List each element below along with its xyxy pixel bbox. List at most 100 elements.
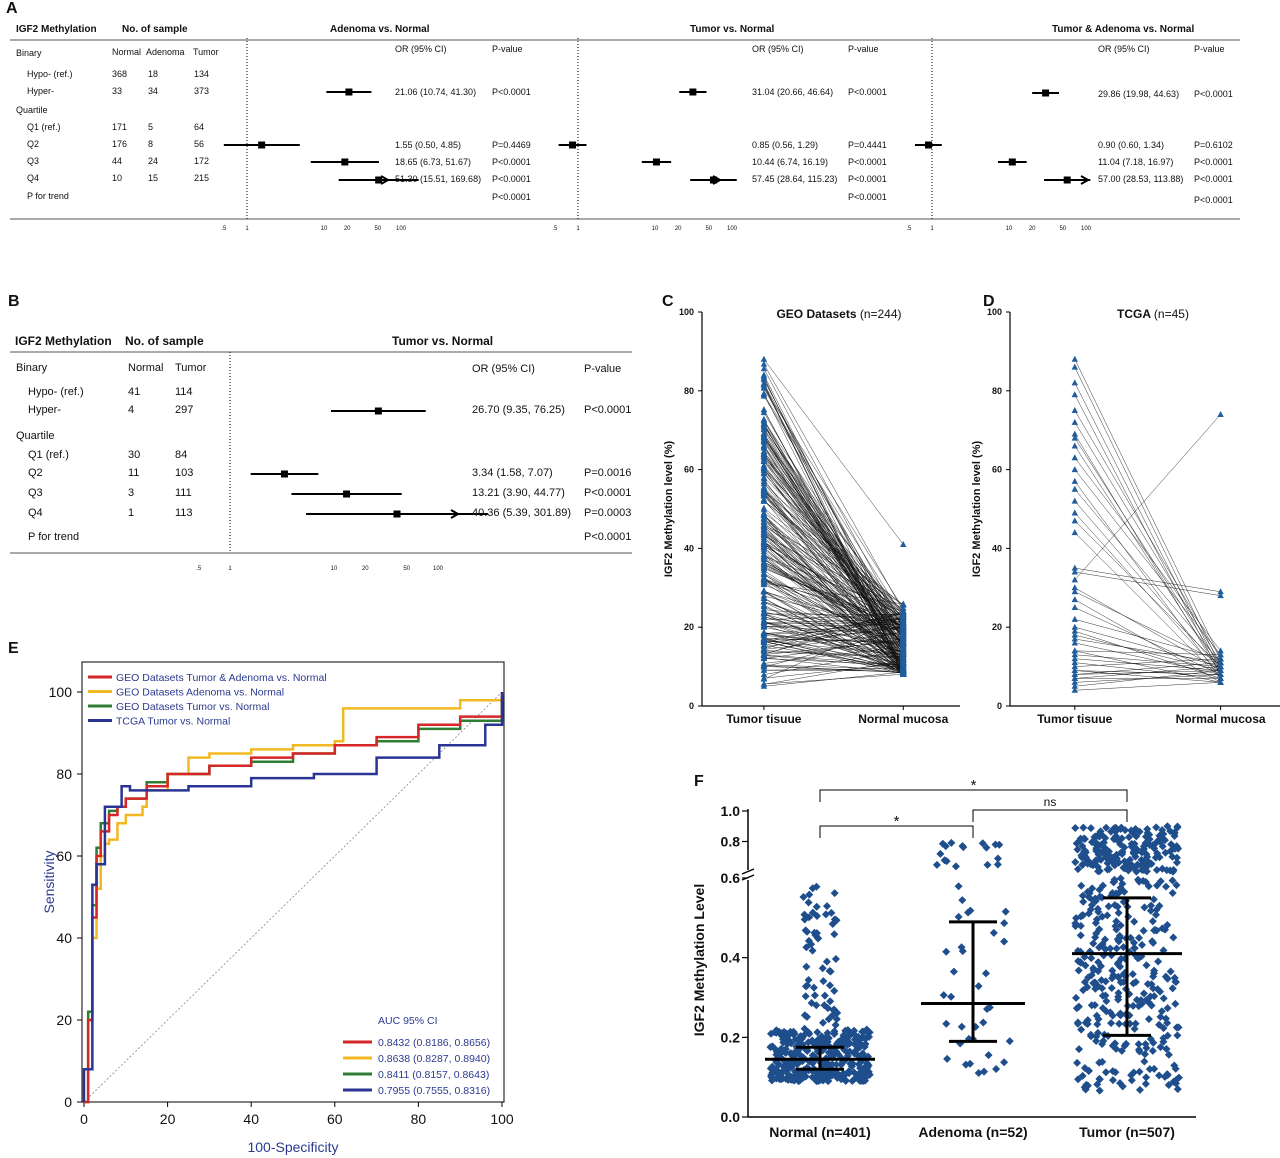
data-point bbox=[1140, 1050, 1149, 1059]
tumor-point bbox=[760, 623, 768, 630]
data-point bbox=[1112, 917, 1121, 926]
data-point bbox=[1173, 1031, 1182, 1040]
pair-line bbox=[763, 621, 904, 671]
data-point bbox=[1072, 839, 1081, 848]
data-point bbox=[979, 1018, 988, 1027]
panel-b-forest-row-or-marker bbox=[343, 490, 351, 498]
data-point bbox=[1107, 1019, 1116, 1028]
pair-line bbox=[763, 638, 904, 643]
pair-line bbox=[763, 597, 904, 674]
normal-point bbox=[1217, 663, 1224, 670]
tumor-point bbox=[1071, 477, 1078, 484]
data-point bbox=[991, 840, 1000, 849]
panel-a-axis-tick-label: 20 bbox=[675, 226, 682, 232]
pair-line bbox=[763, 539, 904, 633]
data-point bbox=[790, 1029, 799, 1038]
tumor-point bbox=[1071, 584, 1078, 591]
data-point bbox=[947, 992, 956, 1001]
tumor-point bbox=[760, 520, 768, 527]
data-point bbox=[1118, 847, 1127, 856]
auc-legend-value: 0.8411 (0.8157, 0.8643) bbox=[378, 1069, 489, 1081]
data-point bbox=[1078, 891, 1087, 900]
panel-a-cell-tumor: 215 bbox=[194, 173, 210, 183]
data-point bbox=[993, 860, 1002, 869]
pair-line bbox=[763, 453, 904, 632]
data-point bbox=[1131, 1019, 1140, 1028]
data-point bbox=[799, 1073, 808, 1082]
pair-line bbox=[763, 555, 904, 613]
y-tick-label: 40 bbox=[56, 930, 72, 946]
data-point bbox=[773, 1050, 782, 1059]
data-point bbox=[1170, 844, 1179, 853]
panel-a-head-methylation: IGF2 Methylation bbox=[16, 24, 97, 35]
panel-b-cell-normal: 3 bbox=[128, 487, 135, 499]
data-point bbox=[1131, 824, 1140, 833]
panel-a-cell-tumor: 64 bbox=[194, 122, 205, 132]
chart-title-note: (n=244) bbox=[860, 307, 902, 321]
data-point bbox=[1116, 921, 1125, 930]
data-point bbox=[1130, 839, 1139, 848]
panel-a-row-label: Binary bbox=[16, 48, 42, 58]
legend-label: GEO Datasets Tumor vs. Normal bbox=[116, 701, 269, 713]
panel-a-cell-or-ci: 31.04 (20.66, 46.64) bbox=[752, 87, 834, 97]
panel-a-forest-row-or-marker bbox=[1042, 89, 1050, 97]
normal-point bbox=[900, 540, 907, 547]
panel-b-axis-tick-label: 1 bbox=[228, 566, 232, 572]
panel-a-col-or-ci: OR (95% CI) bbox=[395, 44, 447, 54]
panel-a-cell-pvalue: P<0.0001 bbox=[492, 174, 531, 184]
data-point bbox=[1073, 1018, 1082, 1027]
panel-b-axis-tick-label: 10 bbox=[331, 566, 338, 572]
panel-a-axis-tick-label: 1 bbox=[930, 226, 934, 232]
pair-line bbox=[763, 641, 904, 674]
data-point bbox=[1076, 958, 1085, 967]
y-tick-label: 0.2 bbox=[721, 1029, 741, 1045]
panel-a-cell-adenoma: 5 bbox=[148, 122, 154, 132]
tumor-point bbox=[760, 489, 768, 496]
data-point bbox=[796, 1032, 805, 1041]
panel-a-cell-pvalue: P<0.0001 bbox=[848, 87, 887, 97]
data-point bbox=[1156, 831, 1165, 840]
normal-point bbox=[900, 604, 907, 611]
tumor-point bbox=[760, 545, 768, 552]
normal-point bbox=[900, 627, 907, 634]
data-point bbox=[1130, 1024, 1139, 1033]
data-point bbox=[1168, 876, 1177, 885]
panel-a-row-label: Q2 bbox=[27, 139, 40, 149]
data-point bbox=[1079, 823, 1088, 832]
data-point bbox=[821, 910, 830, 919]
panel-a-axis-tick-label: .5 bbox=[906, 226, 912, 232]
data-point bbox=[1168, 984, 1177, 993]
data-point bbox=[1152, 905, 1161, 914]
tumor-point bbox=[760, 426, 768, 433]
data-point bbox=[1140, 1057, 1149, 1066]
data-point bbox=[957, 1022, 966, 1031]
data-point bbox=[800, 1011, 809, 1020]
panel-a-cell-tumor: 373 bbox=[194, 86, 210, 96]
y-tick-label: 80 bbox=[56, 766, 72, 782]
data-point bbox=[1073, 865, 1082, 874]
panel-b-row-label: Q2 bbox=[28, 467, 43, 479]
panel-a-cell-pvalue: P=0.4469 bbox=[492, 140, 531, 150]
tumor-point bbox=[1071, 588, 1078, 595]
data-point bbox=[812, 929, 821, 938]
data-point bbox=[1005, 1037, 1014, 1046]
data-point bbox=[1113, 902, 1122, 911]
pair-line bbox=[763, 590, 904, 647]
pair-line bbox=[763, 625, 904, 669]
data-point bbox=[862, 1072, 871, 1081]
data-point bbox=[1135, 1085, 1144, 1094]
data-point bbox=[1116, 874, 1125, 883]
tumor-point bbox=[1071, 485, 1078, 492]
data-point bbox=[779, 1032, 788, 1041]
data-point bbox=[1094, 867, 1103, 876]
tumor-point bbox=[760, 504, 768, 511]
pair-line bbox=[1074, 650, 1221, 683]
data-point bbox=[802, 962, 811, 971]
y-tick-label: 1.0 bbox=[721, 803, 741, 819]
data-point bbox=[942, 857, 951, 866]
data-point bbox=[1131, 848, 1140, 857]
y-tick-label: 80 bbox=[992, 386, 1002, 396]
tumor-point bbox=[1071, 466, 1078, 473]
tumor-point bbox=[1071, 678, 1078, 685]
